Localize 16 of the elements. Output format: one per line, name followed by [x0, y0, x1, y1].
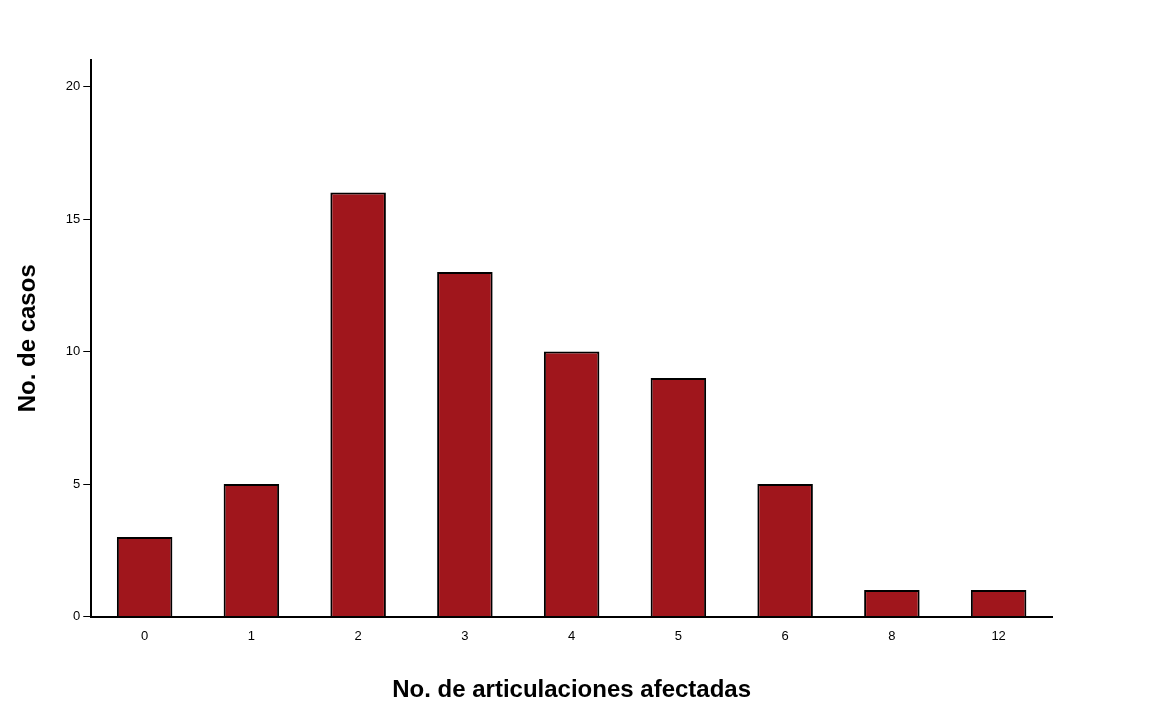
- y-tick-label: 15: [65, 210, 81, 226]
- y-tick-label: 0: [73, 608, 81, 624]
- y-tick-label: 10: [65, 343, 81, 359]
- x-tick-label: 8: [888, 627, 896, 643]
- y-tick-label: 20: [65, 78, 81, 94]
- y-axis-title: No. de casos: [13, 264, 41, 413]
- x-axis-title: No. de articulaciones afectadas: [392, 675, 752, 703]
- x-tick-label: 6: [781, 627, 789, 643]
- x-tick-label: 1: [247, 627, 255, 643]
- x-tick-label: 3: [461, 627, 469, 643]
- x-tick-label: 0: [141, 627, 149, 643]
- x-tick-label: 2: [354, 627, 362, 643]
- x-tick-label: 12: [991, 627, 1006, 643]
- x-tick-label: 5: [674, 627, 682, 643]
- y-tick-label: 5: [73, 475, 81, 491]
- x-tick-label: 4: [568, 627, 576, 643]
